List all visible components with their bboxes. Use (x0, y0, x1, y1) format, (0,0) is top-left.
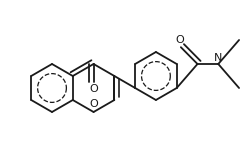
Text: O: O (89, 99, 98, 109)
Text: O: O (175, 35, 184, 45)
Text: O: O (89, 84, 98, 94)
Text: N: N (214, 53, 222, 63)
